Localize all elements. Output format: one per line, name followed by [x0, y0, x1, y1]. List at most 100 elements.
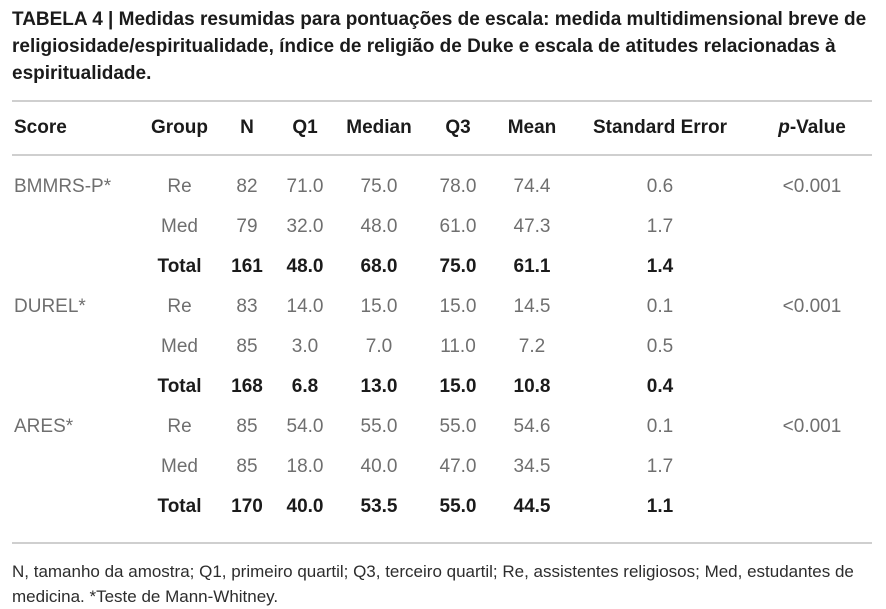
cell-group: Total [157, 376, 202, 397]
cell-n: 168 [231, 376, 263, 397]
cell-standard-error: 0.1 [646, 296, 674, 317]
cell-group: Total [157, 496, 202, 517]
cell-group: Med [161, 456, 198, 477]
cell-standard-error: 1.7 [646, 456, 674, 477]
cell-mean: 34.5 [513, 456, 551, 477]
cell-mean: 74.4 [513, 176, 551, 197]
cell-n: 85 [236, 336, 258, 357]
cell-group: Re [167, 296, 192, 317]
cell-p-value [752, 247, 872, 287]
cell-standard-error: 1.1 [646, 496, 674, 517]
cell-q1: 32.0 [286, 216, 324, 237]
cell-q1: 18.0 [286, 456, 324, 477]
row-bmmrs-re: BMMRS-P* Re 82 71.0 75.0 78.0 74.4 0.6 <… [12, 155, 872, 207]
cell-mean: 47.3 [513, 216, 551, 237]
cell-median: 55.0 [360, 416, 398, 437]
cell-p-value [752, 447, 872, 487]
cell-p-value: <0.001 [782, 416, 842, 437]
cell-group: Re [167, 176, 192, 197]
cell-p-value: <0.001 [782, 176, 842, 197]
cell-mean: 61.1 [513, 256, 551, 277]
cell-q3: 75.0 [439, 256, 477, 277]
cell-score [12, 487, 137, 543]
col-header-q3: Q3 [420, 100, 496, 156]
cell-group: Med [161, 216, 198, 237]
row-durel-total: Total 168 6.8 13.0 15.0 10.8 0.4 [12, 367, 872, 407]
row-ares-re: ARES* Re 85 54.0 55.0 55.0 54.6 0.1 <0.0… [12, 407, 872, 447]
cell-score [12, 367, 137, 407]
col-header-standard-error: Standard Error [568, 100, 752, 156]
table-caption: TABELA 4 | Medidas resumidas para pontua… [12, 9, 867, 84]
cell-p-value [752, 367, 872, 407]
summary-measures-table: Score Group N Q1 Median Q3 Mean Standard… [12, 100, 872, 544]
cell-q3: 78.0 [439, 176, 477, 197]
cell-score: BMMRS-P* [14, 176, 112, 197]
cell-median: 7.0 [365, 336, 393, 357]
col-header-score: Score [12, 100, 137, 156]
cell-q3: 55.0 [439, 416, 477, 437]
cell-q3: 15.0 [439, 296, 477, 317]
cell-score [12, 247, 137, 287]
cell-standard-error: 0.6 [646, 176, 674, 197]
cell-n: 82 [236, 176, 258, 197]
cell-n: 170 [231, 496, 263, 517]
cell-p-value [752, 487, 872, 543]
col-header-group: Group [137, 100, 222, 156]
cell-q3: 55.0 [439, 496, 477, 517]
cell-score [12, 447, 137, 487]
cell-q1: 71.0 [286, 176, 324, 197]
cell-mean: 44.5 [513, 496, 551, 517]
row-ares-total: Total 170 40.0 53.5 55.0 44.5 1.1 [12, 487, 872, 543]
cell-median: 53.5 [360, 496, 398, 517]
header-row: Score Group N Q1 Median Q3 Mean Standard… [12, 100, 872, 156]
cell-n: 85 [236, 416, 258, 437]
cell-q1: 6.8 [291, 376, 319, 397]
cell-median: 13.0 [360, 376, 398, 397]
cell-score [12, 207, 137, 247]
cell-n: 79 [236, 216, 258, 237]
cell-median: 68.0 [360, 256, 398, 277]
row-durel-re: DUREL* Re 83 14.0 15.0 15.0 14.5 0.1 <0.… [12, 287, 872, 327]
col-header-q1: Q1 [272, 100, 338, 156]
cell-n: 161 [231, 256, 263, 277]
cell-standard-error: 0.1 [646, 416, 674, 437]
cell-q3: 47.0 [439, 456, 477, 477]
col-header-n: N [222, 100, 272, 156]
cell-p-value [752, 327, 872, 367]
row-bmmrs-total: Total 161 48.0 68.0 75.0 61.1 1.4 [12, 247, 872, 287]
cell-n: 83 [236, 296, 258, 317]
row-ares-med: Med 85 18.0 40.0 47.0 34.5 1.7 [12, 447, 872, 487]
cell-median: 48.0 [360, 216, 398, 237]
cell-score: ARES* [14, 416, 74, 437]
cell-p-value: <0.001 [782, 296, 842, 317]
cell-standard-error: 1.7 [646, 216, 674, 237]
cell-mean: 7.2 [518, 336, 546, 357]
col-header-p-value: p-Value [752, 100, 872, 156]
col-header-median: Median [338, 100, 420, 156]
cell-mean: 14.5 [513, 296, 551, 317]
cell-q1: 3.0 [291, 336, 319, 357]
cell-q1: 40.0 [286, 496, 324, 517]
cell-score: DUREL* [14, 296, 86, 317]
cell-standard-error: 0.5 [646, 336, 674, 357]
cell-q1: 14.0 [286, 296, 324, 317]
cell-n: 85 [236, 456, 258, 477]
cell-group: Total [157, 256, 202, 277]
cell-q3: 15.0 [439, 376, 477, 397]
table-footnote: N, tamanho da amostra; Q1, primeiro quar… [12, 562, 854, 606]
cell-median: 15.0 [360, 296, 398, 317]
cell-standard-error: 0.4 [646, 376, 674, 397]
cell-mean: 10.8 [513, 376, 551, 397]
cell-group: Re [167, 416, 192, 437]
cell-mean: 54.6 [513, 416, 551, 437]
cell-median: 40.0 [360, 456, 398, 477]
cell-standard-error: 1.4 [646, 256, 674, 277]
cell-score [12, 327, 137, 367]
cell-group: Med [161, 336, 198, 357]
row-durel-med: Med 85 3.0 7.0 11.0 7.2 0.5 [12, 327, 872, 367]
cell-q1: 54.0 [286, 416, 324, 437]
col-header-mean: Mean [496, 100, 568, 156]
row-bmmrs-med: Med 79 32.0 48.0 61.0 47.3 1.7 [12, 207, 872, 247]
cell-q3: 61.0 [439, 216, 477, 237]
